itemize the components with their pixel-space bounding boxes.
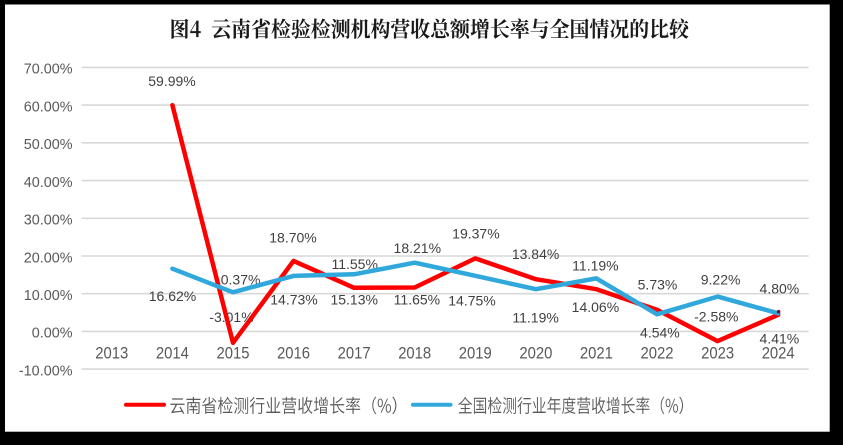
svg-text:2023: 2023 — [701, 345, 734, 363]
svg-text:2018: 2018 — [398, 345, 431, 363]
svg-text:40.00%: 40.00% — [24, 175, 73, 191]
svg-text:11.55%: 11.55% — [331, 256, 377, 272]
svg-text:10.37%: 10.37% — [213, 272, 260, 288]
svg-text:2019: 2019 — [459, 345, 492, 363]
svg-text:11.19%: 11.19% — [512, 310, 558, 326]
svg-text:60.00%: 60.00% — [24, 99, 73, 115]
svg-text:13.84%: 13.84% — [512, 246, 559, 262]
svg-text:14.75%: 14.75% — [448, 292, 495, 308]
svg-text:16.62%: 16.62% — [149, 288, 196, 304]
svg-text:-10.00%: -10.00% — [19, 363, 73, 379]
svg-text:2013: 2013 — [95, 345, 128, 363]
svg-text:4.80%: 4.80% — [760, 280, 800, 296]
svg-text:59.99%: 59.99% — [148, 73, 195, 89]
svg-text:2024: 2024 — [762, 345, 795, 363]
svg-text:15.13%: 15.13% — [330, 292, 377, 308]
svg-text:11.65%: 11.65% — [394, 292, 440, 308]
svg-text:9.22%: 9.22% — [701, 271, 741, 287]
svg-text:2020: 2020 — [519, 345, 552, 363]
svg-text:0.00%: 0.00% — [32, 326, 73, 342]
svg-text:4.41%: 4.41% — [760, 331, 800, 347]
svg-text:2021: 2021 — [580, 345, 613, 363]
svg-text:50.00%: 50.00% — [24, 137, 73, 153]
svg-text:20.00%: 20.00% — [24, 250, 73, 266]
svg-text:-2.58%: -2.58% — [694, 309, 738, 325]
svg-text:18.21%: 18.21% — [394, 240, 441, 256]
svg-text:2015: 2015 — [217, 345, 250, 363]
svg-text:11.19%: 11.19% — [572, 257, 618, 273]
svg-text:4.54%: 4.54% — [640, 324, 680, 340]
svg-text:2016: 2016 — [277, 345, 310, 363]
svg-text:70.00%: 70.00% — [24, 62, 73, 78]
svg-text:2022: 2022 — [641, 345, 674, 363]
svg-text:30.00%: 30.00% — [24, 213, 73, 229]
svg-text:19.37%: 19.37% — [452, 225, 499, 241]
svg-text:5.73%: 5.73% — [638, 277, 678, 293]
svg-text:-3.01%: -3.01% — [209, 309, 253, 325]
svg-text:14.06%: 14.06% — [572, 299, 619, 315]
svg-text:2017: 2017 — [338, 345, 371, 363]
svg-text:14.73%: 14.73% — [270, 292, 317, 308]
svg-text:10.00%: 10.00% — [24, 288, 73, 304]
svg-text:2014: 2014 — [156, 345, 189, 363]
svg-text:18.70%: 18.70% — [269, 230, 316, 246]
